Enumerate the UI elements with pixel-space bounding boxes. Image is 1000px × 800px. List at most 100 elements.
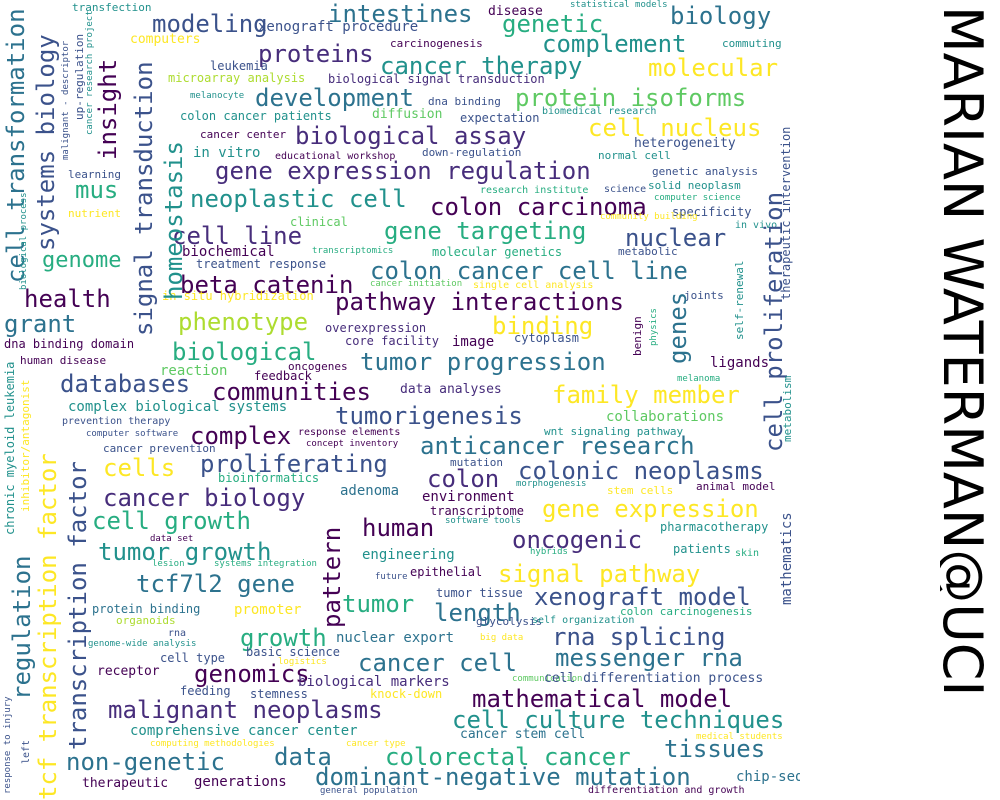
cloud-word: regulation [8,555,36,701]
cloud-word: future [375,572,408,582]
cloud-word: nuclear export [336,630,455,646]
cloud-word: cancer stem cell [460,727,586,742]
cloud-word: data [274,743,332,771]
cloud-word: colon cancer patients [180,109,332,123]
cloud-word: systems integration [214,559,317,569]
cloud-word: human disease [20,354,107,367]
cloud-word: down-regulation [422,146,522,159]
cloud-word: communication [512,674,583,684]
cloud-word: lesion [152,559,185,569]
cloud-word: statistical models [570,0,668,10]
cloud-word: signal pathway [498,560,701,588]
cloud-word: computing methodologies [150,739,275,749]
cloud-word: biology [670,2,772,30]
cloud-word: cancer prevention [103,442,216,455]
cloud-word: transcription factor [64,461,92,750]
cloud-word: human [362,514,435,542]
cloud-word: self-renewal [733,260,746,340]
cloud-word: phenotype [178,308,309,336]
cloud-word: big data [480,633,524,643]
cloud-word: microarray analysis [168,71,306,85]
cloud-word: community building [600,212,698,222]
cloud-word: communities [212,378,371,406]
cloud-word: single cell analysis [473,280,594,291]
cloud-word: colonic neoplasms [518,457,764,485]
cloud-word: adenoma [340,483,400,499]
side-label-text: MARIAN WATERMAN@UCI [940,6,994,697]
cloud-word: cancer initiation [370,279,463,289]
cloud-word: dna binding domain [4,337,135,351]
cloud-word: signal transduction [130,61,158,336]
cloud-word: stem cells [607,484,674,497]
cloud-word: malignant neoplasms [108,696,383,724]
cloud-word: feedback [254,369,312,383]
cloud-word: genes [664,291,692,364]
cloud-word: length [434,599,521,627]
cloud-word: intestines [328,0,473,28]
cloud-word: core facility [345,334,439,348]
cloud-word: xenograft model [534,583,751,611]
cloud-word: heterogeneity [634,136,736,151]
cloud-word: feeding [180,684,231,698]
cloud-word: rna splicing [552,623,726,651]
cloud-word: normal cell [598,149,671,162]
cloud-word: insight [94,58,122,160]
cloud-word: differentiation and growth [588,785,745,796]
side-label: MARIAN WATERMAN@UCI [940,0,1000,800]
cloud-word: gene expression regulation [215,157,591,185]
cloud-word: growth [240,624,327,652]
cloud-word: response to injury [3,696,13,794]
cloud-word: biochemical [182,244,275,260]
cloud-word: disease [488,4,543,19]
cloud-word: specificity [672,205,752,219]
cloud-word: research institute [480,185,589,196]
cloud-word: glycolysis [476,615,543,628]
cloud-word: dna binding [428,95,501,108]
cloud-word: colon [427,465,500,493]
cloud-word: left [21,739,32,764]
cloud-word: melanoma [677,374,721,384]
cloud-word: oncogenic [512,526,643,554]
cloud-word: biological assay [295,122,527,150]
cloud-word: ligands [710,355,770,371]
cloud-word: xenograft procedure [258,19,419,35]
cloud-word: family member [552,381,740,409]
cloud-word: gene targeting [384,217,587,245]
cloud-word: biomedical research [542,106,657,117]
cloud-word: complement [542,30,687,58]
cloud-word: wnt signaling pathway [544,425,684,438]
cloud-word: protein isoforms [515,84,747,112]
cloud-word: hybrids [530,547,568,557]
cloud-word: beta catenin [180,271,354,299]
cloud-word: science [604,184,647,195]
cloud-word: image [452,334,495,350]
cloud-word: messenger rna [555,644,743,672]
cloud-word: software tools [445,516,521,526]
cloud-word: anticancer research [420,432,695,460]
cloud-word: tumor growth [98,538,272,566]
cloud-word: databases [60,370,191,398]
cloud-word: biological process [19,192,29,290]
cloud-word: tissues [664,735,766,763]
cloud-word: computer science [654,193,741,203]
cloud-word: clinical [290,215,348,229]
cloud-word: pattern [318,526,346,628]
cloud-word: benign [631,316,644,356]
cloud-word: medical students [696,732,783,742]
cloud-word: malignant - descriptor [61,40,71,160]
cloud-word: cell type [160,651,226,665]
cloud-word: biological signal transduction [328,72,545,86]
cloud-word: genomics [194,660,310,688]
cloud-word: concept inventory [306,439,399,449]
cloud-word: reaction [160,363,228,379]
cloud-word: patients [673,542,731,556]
cloud-word: cell differentiation process [544,671,764,686]
cloud-word: complex [190,422,292,450]
cloud-word: cell culture techniques [452,706,785,734]
cloud-word: cell growth [92,507,251,535]
cloud-word: tumor [342,590,415,618]
cloud-word: nutrient [68,207,121,220]
cloud-word: health [24,285,111,313]
cloud-word: collaborations [606,409,725,425]
cloud-word: mutation [450,456,503,469]
